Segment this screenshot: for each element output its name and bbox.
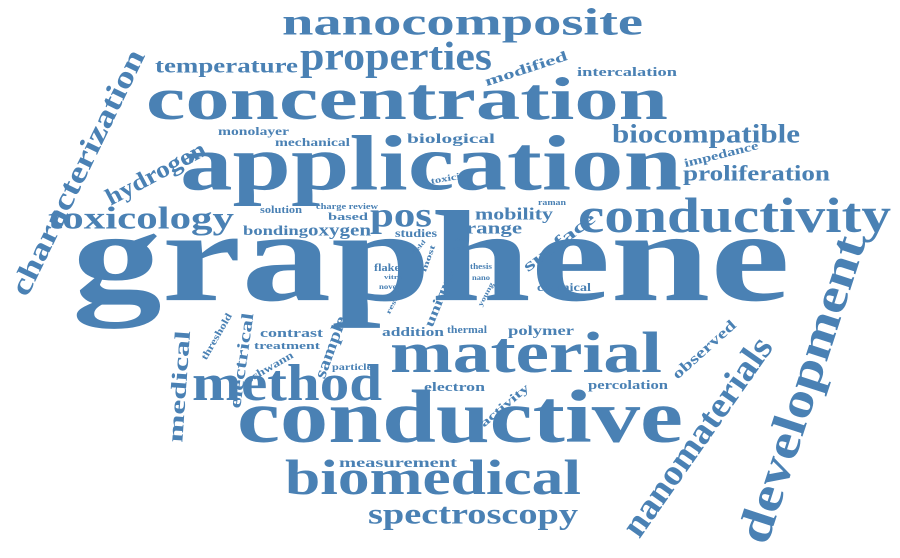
word-range: range <box>466 217 522 238</box>
word-polymer: polymer <box>508 322 574 339</box>
word-graphene: graphene <box>72 183 790 329</box>
word-material: material <box>390 320 662 386</box>
word-thermal: thermal <box>447 324 487 337</box>
word-thesis: thesis <box>470 261 492 272</box>
word-halt: halt <box>455 236 469 244</box>
word-toxicology: toxicology <box>48 199 234 236</box>
word-charge-review: charge review <box>316 201 378 212</box>
word-mobility: mobility <box>475 203 553 224</box>
word-electron: electron <box>424 379 485 395</box>
word-biological: biological <box>407 130 495 147</box>
word-mechanical: mechanical <box>275 135 350 150</box>
word-properties: properties <box>300 34 492 79</box>
word-biomedical: biomedical <box>285 448 581 506</box>
word-studies: studies <box>395 226 437 241</box>
word-contrast: contrast <box>260 325 323 341</box>
word-bonding: bonding <box>243 222 308 239</box>
word-treatment: treatment <box>254 339 320 353</box>
word-addition: addition <box>382 324 444 340</box>
word-proliferation: proliferation <box>683 160 830 186</box>
word-cell: cell <box>453 245 465 253</box>
word-percolation: percolation <box>588 377 668 393</box>
word-nanocomposite: nanocomposite <box>282 1 643 44</box>
word-concentration: concentration <box>146 65 668 133</box>
word-flake: flake <box>374 262 400 275</box>
word-solution: solution <box>260 204 302 217</box>
word-based: based <box>328 210 368 224</box>
word-novel: novel <box>379 283 399 292</box>
word-method: method <box>192 354 382 413</box>
word-measurement: measurement <box>339 454 457 471</box>
word-application: application <box>180 119 682 207</box>
word-intercalation: intercalation <box>577 64 677 80</box>
word-conductivity: conductivity <box>578 186 891 244</box>
word-spectroscopy: spectroscopy <box>368 497 578 531</box>
word-nano: nano <box>472 274 490 283</box>
word-biocompatible: biocompatible <box>612 118 800 149</box>
word-raman: raman <box>538 197 566 208</box>
word-medical: medical <box>162 329 196 444</box>
word-temperature: temperature <box>155 55 298 78</box>
word-vitro: vitro <box>384 274 402 282</box>
word-conductive: conductive <box>237 375 683 459</box>
word-oxygen: oxygen <box>308 219 371 240</box>
word-chemical: chemical <box>537 280 591 295</box>
word-pos: pos <box>370 195 432 235</box>
word-monolayer: monolayer <box>218 124 289 139</box>
word-particle: particle <box>332 361 372 373</box>
